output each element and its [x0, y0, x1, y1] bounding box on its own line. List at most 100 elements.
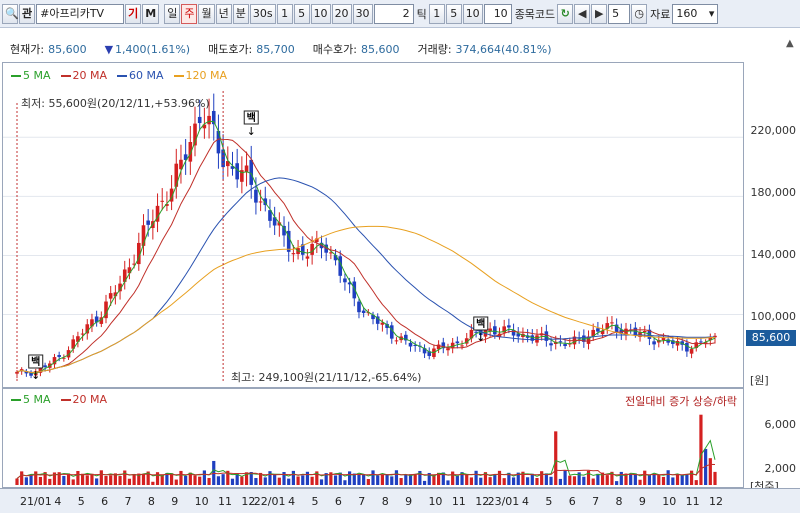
volume-bar: [502, 478, 506, 485]
volume-bar: [202, 470, 206, 485]
quote-bar: 현재가: 85,600 ▼ 1,400(1.61%) 매도호가: 85,700 …: [0, 38, 800, 60]
date-label: 22/01: [253, 495, 286, 508]
volume-bar: [118, 476, 122, 485]
current-price-badge: 85,600: [746, 330, 796, 346]
period-day[interactable]: 일: [164, 3, 181, 24]
date-label: 21/01: [20, 495, 52, 508]
tick-5[interactable]: 5: [445, 3, 462, 24]
candle-body: [507, 325, 511, 328]
volume-bar: [338, 472, 342, 485]
refresh-icon[interactable]: ↻: [557, 3, 574, 24]
volume-chart-panel[interactable]: 5 MA 20 MA 전일대비 증가 상승/하락: [2, 388, 744, 488]
price-tick-140000: 140,000: [750, 248, 797, 261]
candle-body: [38, 367, 43, 373]
scroll-up-icon[interactable]: ▲: [786, 38, 794, 49]
tick-count-input[interactable]: 10: [483, 3, 512, 24]
volume-bar: [104, 475, 108, 485]
candle-body: [94, 316, 99, 323]
stock-name-input[interactable]: #아프리카TV: [36, 3, 125, 24]
period-week[interactable]: 주: [181, 3, 198, 24]
volume-bar: [666, 470, 670, 485]
change-value: 1,400(1.61%): [115, 42, 191, 56]
current-price-label: 현재가:: [10, 43, 45, 56]
candle-body: [258, 201, 263, 203]
prev-icon[interactable]: ◀: [574, 3, 591, 24]
volume-bar: [511, 477, 516, 485]
legend-ma20: 20 MA: [60, 69, 107, 82]
candle-body: [136, 242, 141, 265]
date-label: 4: [288, 495, 296, 508]
period-10[interactable]: 10: [310, 3, 331, 24]
candle-body: [422, 348, 427, 354]
down-arrow-icon: ▼: [104, 42, 114, 56]
date-label: 10: [662, 495, 677, 508]
period-5[interactable]: 5: [293, 3, 310, 24]
volume-bar: [535, 477, 539, 485]
volume-bar: [680, 474, 684, 485]
candle-body: [211, 110, 216, 125]
volume-bar: [287, 478, 291, 485]
period-30[interactable]: 30: [352, 3, 373, 24]
volume-bar: [399, 478, 403, 485]
tick-label: 틱: [416, 7, 427, 21]
period-1[interactable]: 1: [276, 3, 293, 24]
candle-body: [394, 340, 399, 342]
period-year[interactable]: 년: [215, 3, 232, 24]
volume-bar: [76, 470, 80, 485]
volume-bar: [62, 475, 66, 485]
tag-button[interactable]: 관: [19, 3, 36, 24]
vol-ma5-line: [16, 439, 716, 479]
volume-bar: [526, 477, 530, 485]
signal-marker-1: [243, 110, 259, 125]
volume-bar: [343, 480, 347, 485]
data-count-select[interactable]: 160 ▾: [672, 3, 719, 24]
candle-body: [183, 154, 188, 160]
search-icon[interactable]: 🔍: [2, 3, 19, 24]
signal-arrow-icon: ↓: [31, 369, 40, 382]
volume-bar: [704, 448, 708, 485]
candle-body: [389, 325, 394, 339]
clock-icon[interactable]: ◷: [631, 3, 648, 24]
toolbar: 🔍 관 #아프리카TV 기 M 일 주 월 년 분 30s 1 5 10 20 …: [0, 0, 800, 28]
volume-bar: [333, 475, 338, 485]
price-chart-panel[interactable]: 5 MA 20 MA 60 MA 120 MA 백 ↓ 백 ↓ 백 ↓ 최저: 55,60…: [2, 62, 744, 388]
candle-body: [375, 316, 380, 324]
date-label: 8: [381, 495, 389, 508]
volume-bar: [582, 476, 586, 485]
m-button[interactable]: M: [142, 3, 160, 24]
volume-bar: [455, 475, 459, 485]
signal-marker-label: 백: [247, 111, 256, 124]
volume-bar: [563, 470, 567, 485]
volume-bar: [193, 475, 197, 485]
candle-body: [652, 341, 656, 345]
period-20[interactable]: 20: [331, 3, 352, 24]
candle-body: [310, 243, 314, 255]
date-label: 5: [545, 495, 553, 508]
volume-bar: [226, 470, 230, 485]
candle-body: [694, 342, 699, 349]
tick-1[interactable]: 1: [428, 3, 445, 24]
high-note: 최고: 249,100원(21/11/12,-65.64%): [231, 371, 422, 384]
period-30s[interactable]: 30s: [249, 3, 276, 24]
candle-body: [450, 342, 455, 348]
price-chart: 백↓백↓백↓: [3, 91, 743, 382]
candle-body: [207, 115, 211, 125]
candle-body: [286, 230, 291, 252]
candle-body: [62, 357, 66, 359]
period-month[interactable]: 월: [198, 3, 215, 24]
volume-bar: [38, 476, 43, 485]
date-label: 5: [77, 495, 85, 508]
tick-10[interactable]: 10: [462, 3, 483, 24]
date-label: 10: [428, 495, 443, 508]
volume-bar: [240, 476, 244, 485]
count-input[interactable]: 5: [608, 3, 631, 24]
volume-bar: [90, 473, 94, 485]
volume-bar: [544, 473, 548, 485]
volume-bar: [469, 477, 474, 485]
next-icon[interactable]: ▶: [591, 3, 608, 24]
tick-input[interactable]: 2: [373, 3, 414, 24]
volume-bar: [596, 473, 600, 485]
candle-body: [549, 343, 553, 346]
period-minute[interactable]: 분: [232, 3, 249, 24]
gi-button[interactable]: 기: [125, 3, 142, 24]
